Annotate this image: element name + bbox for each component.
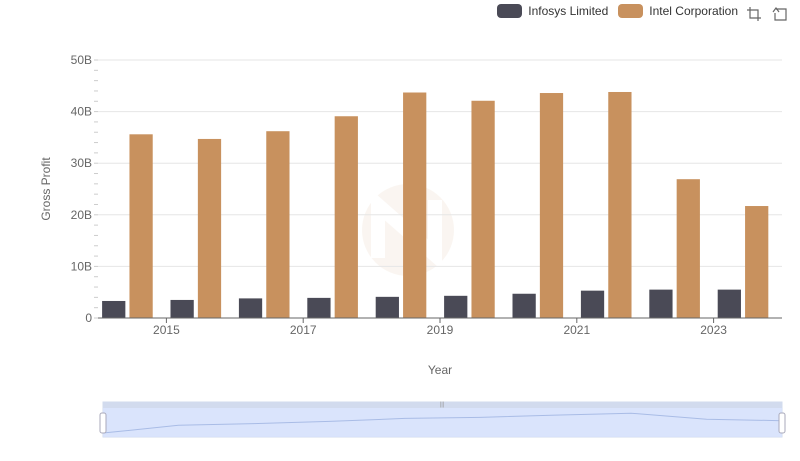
bar-intel-2016[interactable] — [266, 131, 290, 318]
data-zoom-grip[interactable]: ||| — [440, 402, 445, 408]
toolbox — [746, 6, 788, 22]
bar-infosys-2021[interactable] — [580, 290, 605, 318]
bar-intel-2018[interactable] — [403, 92, 427, 319]
bar-infosys-2019[interactable] — [444, 295, 468, 318]
bar-intel-2015[interactable] — [197, 138, 222, 318]
legend-swatch-intel — [618, 4, 644, 18]
bar-infosys-2015[interactable] — [170, 299, 194, 318]
x-tick-label: 2021 — [563, 323, 590, 337]
data-zoom-preview-line — [102, 412, 783, 434]
legend-label-intel: Intel Corporation — [649, 4, 738, 18]
data-zoom-top-bar[interactable] — [103, 402, 782, 408]
bar-infosys-2020[interactable] — [512, 293, 536, 318]
legend-label-infosys: Infosys Limited — [528, 4, 609, 18]
y-tick-label: 10B — [71, 259, 92, 273]
data-zoom-slider[interactable]: ||| — [99, 401, 786, 438]
y-tick-label: 50B — [71, 53, 92, 67]
x-axis: 2015 2017 2019 2021 2023 — [98, 317, 782, 337]
bar-infosys-2023[interactable] — [717, 289, 741, 318]
x-tick-label: 2015 — [153, 323, 180, 337]
zoom-icon[interactable] — [746, 6, 762, 22]
y-axis-ticks: 0 10B 20B 30B 40B 50B — [71, 53, 98, 325]
y-axis-label: Gross Profit — [39, 157, 53, 221]
legend: Infosys Limited Intel Corporation — [497, 4, 738, 18]
x-axis-label: Year — [428, 363, 452, 377]
legend-item-intel[interactable]: Intel Corporation — [618, 4, 738, 18]
bar-infosys-2022[interactable] — [649, 289, 673, 318]
bar-intel-2023[interactable] — [745, 206, 769, 318]
bar-intel-2017[interactable] — [334, 116, 358, 318]
bar-infosys-2014[interactable] — [102, 300, 126, 318]
bars — [102, 91, 769, 319]
y-tick-label: 40B — [71, 105, 92, 119]
data-zoom-selection[interactable] — [103, 408, 782, 437]
bar-infosys-2016[interactable] — [238, 298, 263, 318]
data-zoom-handle-right[interactable] — [778, 412, 786, 434]
bar-intel-2020[interactable] — [539, 93, 564, 318]
legend-item-infosys[interactable]: Infosys Limited — [497, 4, 608, 18]
legend-swatch-infosys — [497, 4, 523, 18]
x-tick-label: 2023 — [700, 323, 727, 337]
y-tick-label: 0 — [85, 311, 92, 325]
bar-intel-2014[interactable] — [129, 134, 153, 318]
x-tick-label: 2017 — [290, 323, 317, 337]
bar-infosys-2018[interactable] — [375, 296, 399, 318]
bar-intel-2022[interactable] — [676, 179, 700, 318]
bar-intel-2019[interactable] — [471, 100, 495, 318]
y-tick-label: 20B — [71, 208, 92, 222]
restore-icon[interactable] — [772, 6, 788, 22]
y-tick-label: 30B — [71, 156, 92, 170]
x-tick-label: 2019 — [427, 323, 454, 337]
bar-intel-2021[interactable] — [608, 91, 632, 318]
bar-infosys-2017[interactable] — [307, 297, 331, 318]
data-zoom-handle-left[interactable] — [99, 412, 107, 434]
